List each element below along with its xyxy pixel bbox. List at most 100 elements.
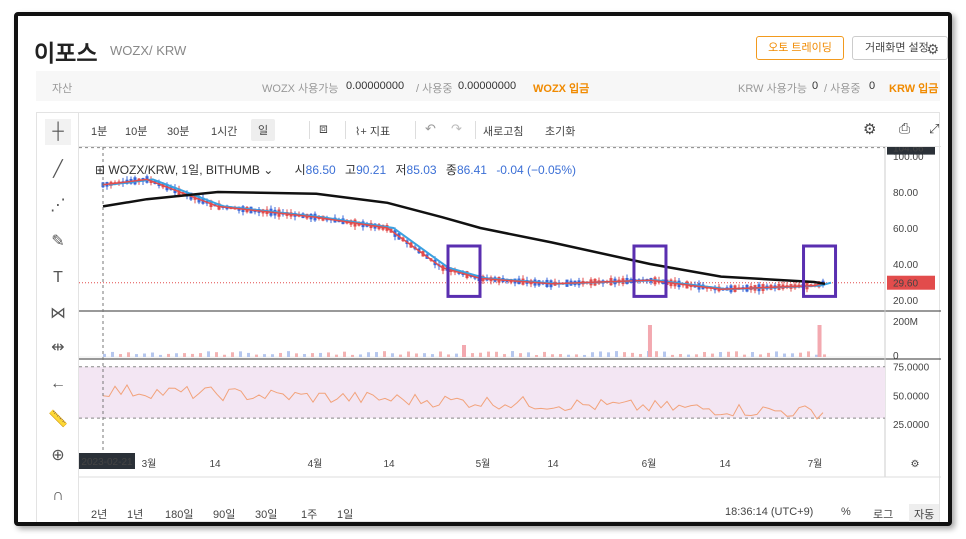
redo-icon[interactable]: ↷ [451, 121, 462, 136]
indicator-button[interactable]: ⌇+ 지표 [355, 123, 390, 139]
volume-bar [687, 354, 690, 357]
volume-bar [119, 354, 122, 357]
legend-low-label: 저 [395, 163, 407, 177]
range-180d[interactable]: 180일 [165, 509, 194, 521]
high-badge [887, 147, 935, 155]
volume-bar [263, 354, 266, 357]
volume-bar [719, 352, 722, 357]
toolbar-divider [475, 121, 476, 139]
range-1w[interactable]: 1주 [301, 509, 318, 521]
trend-line-icon[interactable]: ╱ [53, 161, 63, 178]
refresh-button[interactable]: 새로고침 [483, 126, 524, 138]
interval-day[interactable]: 일 [251, 119, 276, 141]
highlight-box [802, 244, 838, 298]
volume-spike [647, 325, 652, 357]
interval-30m[interactable]: 30분 [167, 126, 190, 138]
back-arrow-icon[interactable]: ← [50, 375, 66, 392]
price-tick: 80.00 [893, 188, 918, 199]
asset-title: 자산 [52, 83, 73, 95]
range-1y[interactable]: 1년 [127, 509, 144, 521]
text-tool-icon[interactable]: T [53, 269, 63, 286]
volume-bar [423, 353, 426, 357]
volume-bar [791, 353, 794, 357]
pattern-icon[interactable]: ⋈ [50, 305, 66, 322]
wozx-inuse-value: 0.00000000 [458, 80, 517, 92]
range-30d[interactable]: 30일 [255, 509, 278, 521]
range-1d[interactable]: 1일 [337, 509, 354, 521]
ma-mid-line [108, 178, 832, 291]
volume-bar [607, 352, 610, 357]
volume-tick: 200M [893, 317, 918, 328]
legend-low: 85.03 [406, 163, 437, 177]
reset-button[interactable]: 초기화 [545, 126, 576, 138]
fullscreen-icon[interactable]: ⤢ [929, 121, 940, 136]
percent-toggle[interactable]: % [841, 506, 851, 518]
price-tick: 20.00 [893, 296, 918, 307]
indicator-icon: ⌇+ [355, 126, 370, 138]
volume-bar [567, 354, 570, 357]
volume-bar [439, 351, 442, 357]
volume-bar [167, 353, 170, 357]
ruler-icon[interactable]: 📏 [48, 411, 68, 428]
volume-bar [279, 352, 282, 357]
volume-bar [455, 353, 458, 357]
log-toggle[interactable]: 로그 [873, 509, 894, 521]
volume-bar [591, 352, 594, 357]
measure-icon[interactable]: ⇹ [51, 339, 65, 356]
crosshair-icon[interactable]: ┼ [45, 119, 71, 145]
settings-icon[interactable]: ⚙ [863, 121, 877, 138]
volume-bar [103, 353, 106, 357]
volume-bar [615, 351, 618, 357]
volume-bar [639, 353, 642, 357]
fib-icon[interactable]: ⋰ [50, 197, 66, 214]
wozx-avail-value: 0.00000000 [346, 80, 405, 92]
volume-bar [335, 354, 338, 357]
legend-dropdown-icon[interactable]: ⌄ [263, 163, 277, 177]
volume-bar [631, 352, 634, 357]
high-badge-text: 104.66 [893, 147, 924, 155]
interval-1m[interactable]: 1분 [91, 126, 108, 138]
krw-avail-label: KRW 사용가능 [738, 83, 808, 95]
undo-icon[interactable]: ↶ [425, 121, 436, 136]
volume-bar [367, 352, 370, 357]
axis-settings-icon[interactable]: ⚙ [911, 459, 920, 470]
krw-inuse-label: / 사용중 [824, 83, 861, 95]
range-2y[interactable]: 2년 [91, 509, 108, 521]
time-tick: 14 [383, 459, 395, 470]
range-90d[interactable]: 90일 [213, 509, 236, 521]
rsi-line [102, 384, 824, 420]
candle-type-icon[interactable]: ⧈ [319, 120, 328, 136]
coin-name: 이포스 [34, 40, 98, 66]
volume-bar [135, 354, 138, 357]
interval-10m[interactable]: 10분 [125, 126, 148, 138]
volume-bar [671, 354, 674, 357]
wozx-avail-label: WOZX 사용가능 [262, 83, 339, 95]
volume-bar [519, 353, 522, 357]
volume-bar [319, 352, 322, 357]
magnet-icon[interactable]: ∩ [52, 487, 64, 504]
auto-trading-button[interactable]: 오토 트레이딩 [756, 36, 844, 60]
legend-close-label: 종 [445, 163, 457, 177]
ma-fast-line [102, 178, 826, 290]
zoom-icon[interactable]: ⊕ [51, 447, 65, 464]
volume-bar [383, 351, 386, 357]
toolbar-divider [415, 121, 416, 139]
volume-bar [287, 351, 290, 357]
auto-toggle[interactable]: 자동 [909, 504, 940, 522]
volume-bar [391, 353, 394, 357]
brush-icon[interactable]: ✎ [51, 233, 65, 250]
camera-icon[interactable]: ⎙ [899, 120, 911, 136]
legend-high-label: 고 [345, 163, 357, 177]
volume-tick: 0 [893, 351, 899, 362]
screen-setting-button[interactable]: 거래화면 설정 ⚙ [852, 36, 948, 60]
volume-bar [407, 351, 410, 357]
krw-deposit-link[interactable]: KRW 입금 [889, 83, 939, 95]
volume-bar [127, 352, 130, 357]
volume-bar [815, 354, 818, 357]
volume-bar [759, 354, 762, 357]
price-chart[interactable]: 100.00 80.00 60.00 40.00 20.00 104.66 29.60 200… [79, 147, 941, 501]
rsi-tick: 50.0000 [893, 391, 930, 402]
wozx-deposit-link[interactable]: WOZX 입금 [533, 83, 590, 95]
interval-1h[interactable]: 1시간 [211, 126, 238, 138]
volume-bar [727, 351, 730, 357]
